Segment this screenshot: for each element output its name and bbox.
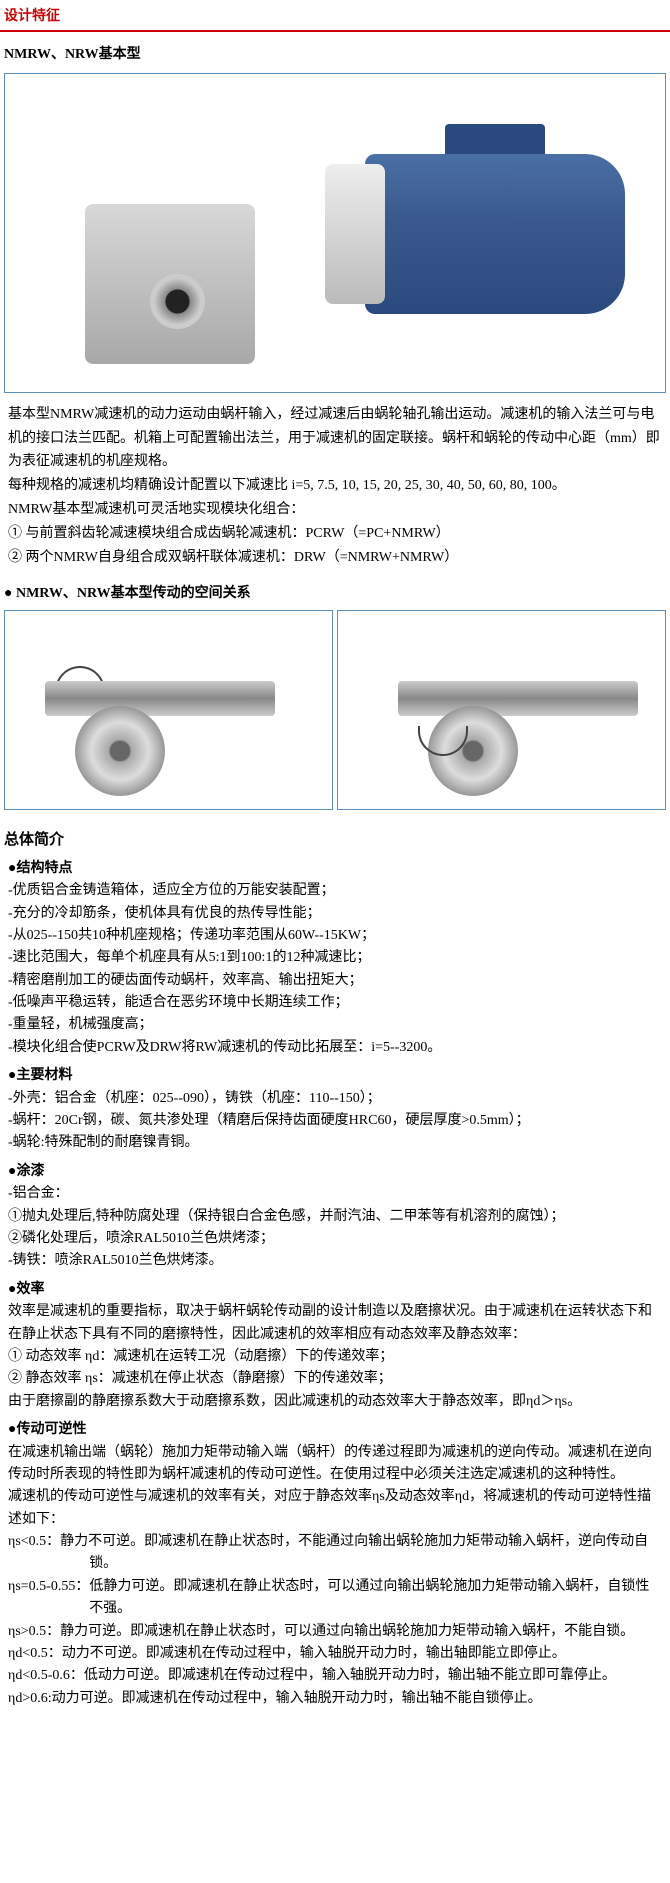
section-title: 设计特征 (0, 0, 670, 32)
intro-paragraph-3: NMRW基本型减速机可灵活地实现模块化组合： (8, 498, 662, 522)
efficiency-item: ② 静态效率 ηs：减速机在停止状态（静磨擦）下的传递效率； (8, 1368, 662, 1390)
feature-item: -速比范围大，每单个机座具有从5:1到100:1的12种减速比； (8, 947, 662, 969)
efficiency-paragraph: 由于磨擦副的静磨擦系数大于动磨擦系数，因此减速机的动态效率大于静态效率，即ηd＞… (8, 1391, 662, 1413)
material-item: -蜗轮:特殊配制的耐磨镍青铜。 (8, 1132, 662, 1154)
feature-item: -重量轻，机械强度高； (8, 1014, 662, 1036)
flange-shape (325, 164, 385, 304)
reversibility-rule: ηd<0.5-0.6：低动力可逆。即减速机在传动过程中，输入轴脱开动力时，输出轴… (8, 1665, 662, 1687)
feature-item: -充分的冷却筋条，使机体具有优良的热传导性能； (8, 903, 662, 925)
materials-heading: ●主要材料 (8, 1065, 662, 1087)
relation-images-row (0, 610, 670, 820)
painting-item: -铝合金： (8, 1183, 662, 1205)
reversibility-rule: ηs<0.5：静力不可逆。即减速机在静止状态时，不能通过向输出蜗轮施加力矩带动输… (8, 1531, 662, 1576)
structure-features-heading: ●结构特点 (8, 858, 662, 880)
overview-heading: 总体简介 (0, 820, 670, 858)
intro-item-2: ② 两个NMRW自身组合成双蜗杆联体减速机：DRW（=NMRW+NMRW） (8, 546, 662, 570)
reversibility-rule: ηs>0.5：静力可逆。即减速机在静止状态时，可以通过向输出蜗轮施加力矩带动输入… (8, 1621, 662, 1643)
motor-shape (365, 154, 625, 314)
feature-item: -精密磨削加工的硬齿面传动蜗杆，效率高、输出扭矩大； (8, 970, 662, 992)
product-illustration (4, 73, 666, 393)
intro-item-1: ① 与前置斜齿轮减速模块组合成齿蜗轮减速机：PCRW（=PC+NMRW） (8, 522, 662, 546)
worm-shaft-shape (45, 681, 275, 716)
reversibility-rule: ηd>0.6:动力可逆。即减速机在传动过程中，输入轴脱开动力时，输出轴不能自锁停… (8, 1688, 662, 1710)
reversibility-rule: ηs=0.5-0.55：低静力可逆。即减速机在静止状态时，可以通过向输出蜗轮施加… (8, 1576, 662, 1621)
efficiency-paragraph: 效率是减速机的重要指标，取决于蜗杆蜗轮传动副的设计制造以及磨擦状况。由于减速机在… (8, 1301, 662, 1346)
painting-item: ①抛丸处理后,特种防腐处理（保持银白合金色感，并耐汽油、二甲苯等有机溶剂的腐蚀）… (8, 1206, 662, 1228)
feature-item: -模块化组合使PCRW及DRW将RW减速机的传动比拓展至：i=5--3200。 (8, 1037, 662, 1059)
painting-item: -铸铁：喷涂RAL5010兰色烘烤漆。 (8, 1250, 662, 1272)
reversibility-paragraph: 减速机的传动可逆性与减速机的效率有关，对应于静态效率ηs及动态效率ηd，将减速机… (8, 1486, 662, 1531)
feature-item: -从025--150共10种机座规格；传递功率范围从60W--15KW； (8, 925, 662, 947)
painting-item: ②磷化处理后，喷涂RAL5010兰色烘烤漆； (8, 1228, 662, 1250)
efficiency-heading: ●效率 (8, 1279, 662, 1301)
intro-paragraph-2: 每种规格的减速机均精确设计配置以下减速比 i=5, 7.5, 10, 15, 2… (8, 474, 662, 498)
worm-gear-illustration-left (4, 610, 333, 810)
reversibility-paragraph: 在减速机输出端（蜗轮）施加力矩带动输入端（蜗杆）的传递过程即为减速机的逆向传动。… (8, 1442, 662, 1487)
worm-shaft-shape (398, 681, 638, 716)
efficiency-item: ① 动态效率 ηd：减速机在运转工况（动磨擦）下的传递效率； (8, 1346, 662, 1368)
worm-gear-illustration-right (337, 610, 666, 810)
intro-paragraph-1: 基本型NMRW减速机的动力运动由蜗杆输入，经过减速后由蜗轮轴孔输出运动。减速机的… (8, 403, 662, 474)
relation-heading: ● NMRW、NRW基本型传动的空间关系 (0, 577, 670, 609)
material-item: -蜗杆：20Cr钢，碳、氮共渗处理（精磨后保持齿面硬度HRC60，硬层厚度>0.… (8, 1110, 662, 1132)
painting-heading: ●涂漆 (8, 1161, 662, 1183)
worm-gear-shape (75, 706, 165, 796)
reversibility-rule: ηd<0.5：动力不可逆。即减速机在传动过程中，输入轴脱开动力时，输出轴即能立即… (8, 1643, 662, 1665)
material-item: -外壳：铝合金（机座：025--090），铸铁（机座：110--150）； (8, 1088, 662, 1110)
feature-item: -优质铝合金铸造箱体，适应全方位的万能安装配置； (8, 880, 662, 902)
feature-item: -低噪声平稳运转，能适合在恶劣环境中长期连续工作； (8, 992, 662, 1014)
reversibility-heading: ●传动可逆性 (8, 1419, 662, 1441)
gearbox-hole-shape (150, 274, 205, 329)
model-heading: NMRW、NRW基本型 (0, 40, 670, 72)
